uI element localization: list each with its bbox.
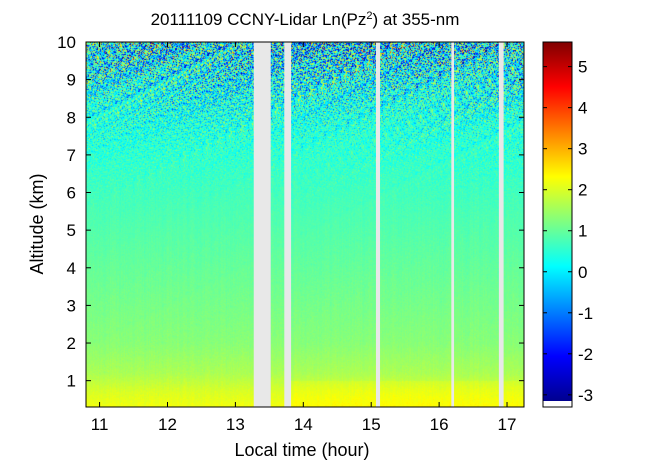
data-gap xyxy=(284,42,292,407)
y-tick-label: 2 xyxy=(67,334,76,353)
y-tick-label: 7 xyxy=(67,146,76,165)
x-tick-label: 11 xyxy=(91,415,109,434)
x-tick-label: 17 xyxy=(498,415,517,434)
y-tick-label: 4 xyxy=(67,259,76,278)
data-gap xyxy=(253,42,271,407)
data-gap xyxy=(375,42,381,407)
colorbar-tick-label: 3 xyxy=(578,140,587,159)
colorbar-tick-label: 0 xyxy=(578,263,587,282)
heatmap-image xyxy=(86,42,524,407)
colorbar-frame xyxy=(542,41,573,408)
y-tick-label: 10 xyxy=(57,33,76,52)
colorbar-tick-label: -1 xyxy=(578,304,593,323)
data-gap xyxy=(451,42,455,407)
y-axis-label: Altitude (km) xyxy=(27,173,47,274)
y-tick-label: 5 xyxy=(67,221,76,240)
y-tick-label: 1 xyxy=(67,372,76,391)
x-tick-label: 13 xyxy=(226,415,245,434)
colorbar-tick-label: -3 xyxy=(578,386,593,405)
colorbar-tick-label: 1 xyxy=(578,222,587,241)
x-tick-label: 16 xyxy=(430,415,449,434)
y-tick-label: 3 xyxy=(67,296,76,315)
x-tick-label: 12 xyxy=(158,415,177,434)
colorbar: 5 4 3 2 1 0 -1 -2 -3 xyxy=(542,41,593,408)
x-axis: 11 12 13 14 15 16 17 xyxy=(91,42,517,434)
colorbar-gradient xyxy=(543,42,572,401)
x-tick-label: 15 xyxy=(362,415,381,434)
colorbar-tick-label: -2 xyxy=(578,345,593,364)
colorbar-tick-label: 5 xyxy=(578,58,587,77)
colorbar-ticks: 5 4 3 2 1 0 -1 -2 -3 xyxy=(543,58,593,405)
y-tick-label: 8 xyxy=(67,108,76,127)
chart-title: 20111109 CCNY-Lidar Ln(Pz2) at 355-nm xyxy=(151,10,460,29)
plot-frame xyxy=(85,41,525,408)
y-tick-label: 6 xyxy=(67,184,76,203)
colorbar-tick-label: 4 xyxy=(578,99,587,118)
x-tick-label: 14 xyxy=(294,415,313,434)
x-axis-label: Local time (hour) xyxy=(234,440,369,460)
colorbar-tick-label: 2 xyxy=(578,181,587,200)
data-gap xyxy=(498,42,504,407)
y-axis: 1 2 3 4 5 6 7 8 9 10 xyxy=(57,33,524,391)
data-gaps xyxy=(253,42,504,407)
y-tick-label: 9 xyxy=(67,71,76,90)
